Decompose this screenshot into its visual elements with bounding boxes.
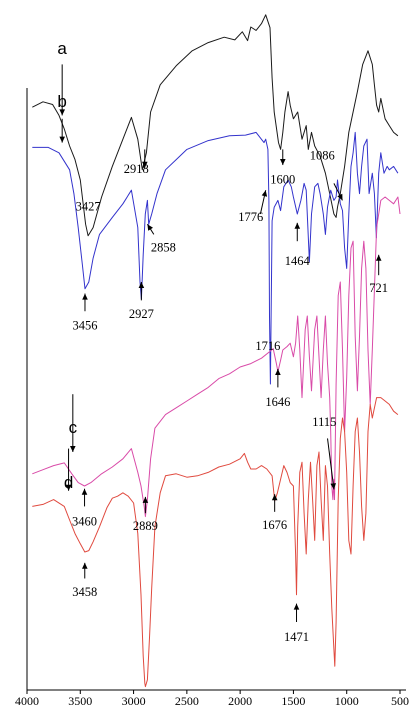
- x-tick-label: 4000: [15, 694, 39, 706]
- arrow-head: [293, 603, 300, 610]
- arrow-head: [81, 488, 88, 495]
- peak-label: 3456: [72, 319, 97, 333]
- peak-label: 3427: [76, 200, 101, 214]
- peak-label: 1600: [270, 172, 295, 186]
- x-tick-label: 2000: [228, 694, 252, 706]
- peak-label: 1716: [255, 339, 280, 353]
- peak-label: 2927: [129, 307, 154, 321]
- arrow-head: [147, 224, 153, 231]
- peak-label: 721: [369, 281, 388, 295]
- arrow-head: [70, 446, 76, 452]
- x-tick-label: 2500: [175, 694, 199, 706]
- peak-label: 1676: [262, 518, 287, 532]
- peak-label: 1776: [238, 210, 263, 224]
- x-axis: 4000 3500 3000 2500 2000 1500 1000 500: [15, 88, 409, 706]
- peak-label: 3458: [72, 585, 97, 599]
- series-label-b: b: [57, 92, 66, 111]
- arrow-head: [294, 222, 301, 229]
- x-tick-label: 3500: [68, 694, 92, 706]
- peak-label: 2889: [133, 519, 158, 533]
- arrow-line: [327, 438, 335, 490]
- arrow-head: [275, 369, 281, 375]
- peak-label: 2918: [124, 162, 149, 176]
- peak-label: 1464: [285, 254, 311, 268]
- arrow-head: [261, 190, 268, 197]
- arrow-head: [142, 161, 148, 168]
- x-tick-label: 1500: [281, 694, 305, 706]
- spectra-series: [32, 14, 401, 688]
- arrow-head: [280, 159, 286, 165]
- arrow-head: [82, 293, 88, 300]
- x-tick-label: 3000: [122, 694, 146, 706]
- x-tick-label: 1000: [335, 694, 359, 706]
- peak-label: 3460: [72, 514, 97, 528]
- series-line-c: [32, 196, 401, 518]
- series-line-d: [32, 397, 399, 688]
- peak-label: 1086: [310, 149, 335, 163]
- arrow-head: [138, 282, 145, 288]
- x-tick-label: 500: [391, 694, 409, 706]
- arrow-head: [59, 136, 65, 143]
- series-line-b: [32, 131, 399, 385]
- peak-label: 1471: [284, 630, 309, 644]
- arrow-head: [59, 109, 65, 116]
- series-line-a: [32, 14, 399, 237]
- arrow-head: [65, 484, 72, 491]
- arrow-head: [271, 494, 278, 501]
- arrow-head: [82, 562, 88, 569]
- arrow-head: [330, 483, 336, 490]
- arrow-head: [337, 193, 343, 201]
- peak-label: 2858: [151, 240, 176, 254]
- arrow-head: [142, 496, 149, 503]
- peak-label: 1646: [265, 395, 290, 409]
- peak-label: 1115: [312, 415, 336, 429]
- peak-annotations: 3427 2918 1600 1086 3456 2927 2858 1776 1464 721 1…: [72, 149, 388, 644]
- series-label-a: a: [57, 39, 67, 58]
- arrow-head: [375, 254, 382, 261]
